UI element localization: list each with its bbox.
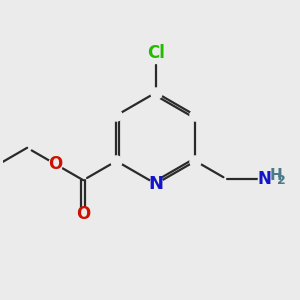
Text: O: O (48, 155, 62, 173)
Text: N: N (148, 175, 164, 193)
Text: O: O (76, 205, 90, 223)
Text: H: H (269, 168, 282, 183)
Text: Cl: Cl (147, 44, 165, 62)
Text: 2: 2 (278, 174, 286, 188)
Text: N: N (257, 170, 271, 188)
